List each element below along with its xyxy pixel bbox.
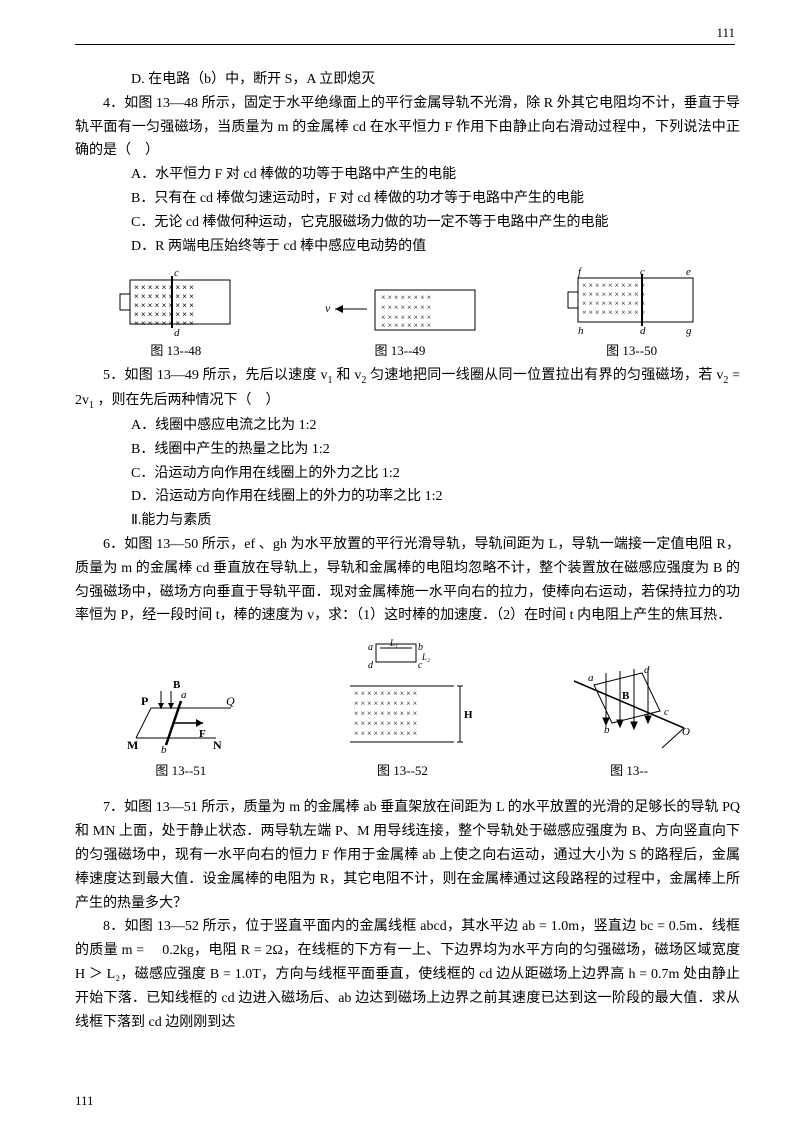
svg-text:× × × × × × × × × ×: × × × × × × × × × ×	[582, 299, 645, 308]
svg-text:× × × × × × × ×: × × × × × × × ×	[381, 293, 431, 302]
label-e: e	[686, 266, 691, 278]
label-b51: b	[161, 744, 167, 756]
label-Q: Q	[226, 694, 235, 708]
svg-text:× × × × × × × × ×: × × × × × × × × ×	[134, 283, 194, 292]
label-f: f	[578, 266, 583, 278]
svg-text:× × × × × × × × × ×: × × × × × × × × × ×	[582, 290, 645, 299]
q7: 7．如图 13—51 所示，质量为 m 的金属棒 ab 垂直架放在间距为 L 的…	[75, 796, 740, 915]
body-content: D. 在电路（b）中，断开 S，A 立即熄灭 4．如图 13—48 所示，固定于…	[75, 68, 740, 1034]
fig-13-48: × × × × × × × × × × × × × × × × × × × × …	[116, 268, 236, 362]
q5: 5．如图 13—49 所示，先后以速度 v1 和 v2 匀速地把同一线圈从同一位…	[75, 364, 740, 414]
l53-B: B	[622, 690, 630, 702]
q4-a: A．水平恒力 F 对 cd 棒做的功等于电路中产生的电能	[75, 163, 740, 187]
l52-L1: L₁	[389, 638, 398, 648]
label-F51: F	[199, 728, 206, 740]
page-number-top: 111	[716, 22, 735, 44]
label-P: P	[141, 694, 148, 708]
label-v: v	[325, 301, 331, 315]
figure-row-1: × × × × × × × × × × × × × × × × × × × × …	[75, 264, 740, 362]
svg-text:× × × × × × × × × ×: × × × × × × × × × ×	[582, 281, 645, 290]
caption-53: 图 13--	[564, 760, 694, 782]
q5-a: A．线圈中感应电流之比为 1:2	[75, 414, 740, 438]
l53-d: d	[644, 664, 650, 676]
fig-13-49: v × × × × × × × × × × × × × × × × × × × …	[317, 282, 482, 362]
l52-H: H	[464, 709, 472, 721]
l52-a: a	[368, 642, 373, 653]
fig-13-52: a b d c L₁ L₂ × × × × × × × × × × × × × …	[332, 638, 472, 782]
fig-13-50: × × × × × × × × × × × × × × × × × × × × …	[564, 264, 699, 362]
fig-53-svg: a d b c B O	[564, 663, 694, 758]
caption-52: 图 13--52	[332, 760, 472, 782]
svg-text:× × × × × × × × × ×: × × × × × × × × × ×	[354, 719, 417, 728]
label-d: d	[174, 327, 180, 338]
label-B51: B	[173, 679, 181, 691]
fig-51-svg: P Q M N a b B F	[121, 673, 241, 758]
sub-1a: 1	[328, 375, 333, 386]
caption-48: 图 13--48	[116, 340, 236, 362]
fig-52-svg: a b d c L₁ L₂ × × × × × × × × × × × × × …	[332, 638, 472, 758]
fig-13-53: a d b c B O 图 13--	[564, 663, 694, 782]
label-N: N	[213, 738, 222, 752]
section-2: Ⅱ.能力与素质	[75, 509, 740, 533]
svg-text:× × × × × × × × × ×: × × × × × × × × × ×	[354, 729, 417, 738]
q5-b: B．线圈中产生的热量之比为 1:2	[75, 438, 740, 462]
q5-d: D．沿运动方向作用在线圈上的外力的功率之比 1:2	[75, 485, 740, 509]
svg-text:× × × × × × × × ×: × × × × × × × × ×	[134, 292, 194, 301]
figure-row-2: P Q M N a b B F 图 13--51 a b d	[75, 638, 740, 782]
fig-50-svg: × × × × × × × × × × × × × × × × × × × × …	[564, 264, 699, 338]
caption-50: 图 13--50	[564, 340, 699, 362]
label-c50: c	[640, 266, 645, 278]
q4-c: C．无论 cd 棒做何种运动，它克服磁场力做的功一定不等于电路中产生的电能	[75, 211, 740, 235]
svg-text:× × × × × × × × × ×: × × × × × × × × × ×	[354, 699, 417, 708]
q5-t5: ，则在先后两种情况下（ ）	[98, 393, 280, 408]
q4-d: D．R 两端电压始终等于 cd 棒中感应电动势的值	[75, 235, 740, 259]
svg-text:× × × × × × × × ×: × × × × × × × × ×	[134, 319, 194, 328]
q5-t3: 匀速地把同一线圈从同一位置拉出有界的匀强磁场，若 v	[370, 368, 723, 383]
fig-49-svg: v × × × × × × × × × × × × × × × × × × × …	[317, 282, 482, 338]
svg-text:× × × × × × × × × ×: × × × × × × × × × ×	[354, 709, 417, 718]
label-h: h	[578, 325, 584, 337]
svg-text:× × × × × × × ×: × × × × × × × ×	[381, 303, 431, 312]
svg-text:× × × × × × × ×: × × × × × × × ×	[381, 321, 431, 330]
fig-48-svg: × × × × × × × × × × × × × × × × × × × × …	[116, 268, 236, 338]
q4: 4．如图 13—48 所示，固定于水平绝缘面上的平行金属导轨不光滑，除 R 外其…	[75, 92, 740, 163]
q4-b: B．只有在 cd 棒做匀速运动时，F 对 cd 棒做的功才等于电路中产生的电能	[75, 187, 740, 211]
l53-b: b	[604, 724, 610, 736]
svg-text:× × × × × × × × × ×: × × × × × × × × × ×	[354, 689, 417, 698]
option-d: D. 在电路（b）中，断开 S，A 立即熄灭	[75, 68, 740, 92]
fig-13-51: P Q M N a b B F 图 13--51	[121, 673, 241, 782]
q5-c: C．沿运动方向作用在线圈上的外力之比 1:2	[75, 462, 740, 486]
l53-O: O	[682, 726, 690, 738]
header-rule	[75, 44, 735, 45]
label-g: g	[686, 325, 692, 337]
sub-1b: 1	[89, 400, 94, 411]
label-a51: a	[181, 689, 187, 701]
sub-2a: 2	[361, 375, 366, 386]
q8: 8．如图 13—52 所示，位于竖直平面内的金属线框 abcd，其水平边 ab …	[75, 915, 740, 1034]
label-M: M	[127, 738, 138, 752]
l52-d: d	[368, 660, 374, 671]
l53-a: a	[588, 672, 594, 684]
svg-text:× × × × × × × × ×: × × × × × × × × ×	[134, 310, 194, 319]
l53-c: c	[664, 706, 669, 718]
q5-t1: 5．如图 13—49 所示，先后以速度 v	[103, 368, 328, 383]
q6: 6．如图 13—50 所示，ef 、gh 为水平放置的平行光滑导轨，导轨间距为 …	[75, 533, 740, 628]
label-c: c	[174, 268, 179, 279]
sub-2b: 2	[723, 375, 728, 386]
caption-49: 图 13--49	[317, 340, 482, 362]
label-d50: d	[640, 325, 646, 337]
page-number-bottom: 111	[75, 1090, 94, 1112]
svg-text:× × × × × × × × × ×: × × × × × × × × × ×	[582, 308, 645, 317]
l52-L2: L₂	[421, 652, 430, 662]
q5-t2: 和 v	[336, 368, 361, 383]
caption-51: 图 13--51	[121, 760, 241, 782]
svg-text:× × × × × × × × ×: × × × × × × × × ×	[134, 301, 194, 310]
